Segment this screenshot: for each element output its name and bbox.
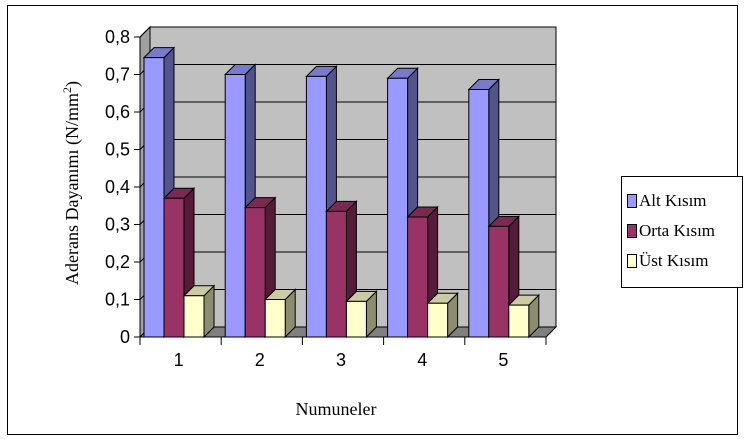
x-axis-title: Numuneler: [296, 399, 377, 419]
legend-item: Üst Kısım: [627, 250, 708, 272]
y-tick-label: 0,6: [105, 102, 130, 122]
x-tick-label: 3: [336, 350, 346, 370]
bar: [507, 293, 541, 339]
y-tick-label: 0,4: [105, 177, 130, 197]
bar: [325, 200, 358, 339]
y-tick-label: 0,1: [105, 290, 130, 310]
y-axis-title-sup: 2: [60, 87, 74, 93]
bar: [345, 290, 378, 339]
y-axis-title: Aderans Dayanımı (N/mm2): [60, 81, 83, 285]
y-axis-title-main: Aderans Dayanımı (N/mm: [62, 93, 83, 285]
y-tick-label: 0,5: [105, 140, 130, 160]
legend-swatch: [627, 254, 637, 268]
legend-item: Alt Kısım: [627, 190, 707, 212]
bar: [142, 46, 176, 339]
y-tick-label: 0,3: [105, 215, 130, 235]
x-tick-label: 5: [498, 350, 508, 370]
bar: [182, 284, 216, 339]
y-tick-label: 0: [120, 327, 130, 347]
legend-swatch: [627, 224, 637, 238]
y-tick-label: 0,7: [105, 65, 130, 85]
legend-swatch: [627, 194, 637, 208]
x-tick-label: 1: [174, 350, 184, 370]
legend-label: Orta Kısım: [639, 221, 716, 240]
x-tick-labels: 1 2 3 4 5: [174, 350, 509, 370]
legend-item: Orta Kısım: [627, 220, 715, 242]
legend-label: Alt Kısım: [639, 191, 707, 210]
bars: [142, 46, 541, 339]
x-tick-label: 4: [417, 350, 427, 370]
x-tick-label: 2: [255, 350, 265, 370]
bar: [426, 292, 459, 339]
legend-label: Üst Kısım: [639, 251, 709, 270]
legend: Alt Kısım Orta Kısım Üst Kısım: [621, 176, 743, 288]
y-axis-title-end: ): [62, 81, 83, 87]
bar: [263, 288, 297, 339]
y-tick-label: 0,2: [105, 252, 130, 272]
y-tick-label: 0,8: [105, 27, 130, 47]
gridline: [139, 26, 556, 38]
y-tick-labels: 0 0,1 0,2 0,3 0,4 0,5 0,6 0,7 0,8: [105, 27, 130, 347]
